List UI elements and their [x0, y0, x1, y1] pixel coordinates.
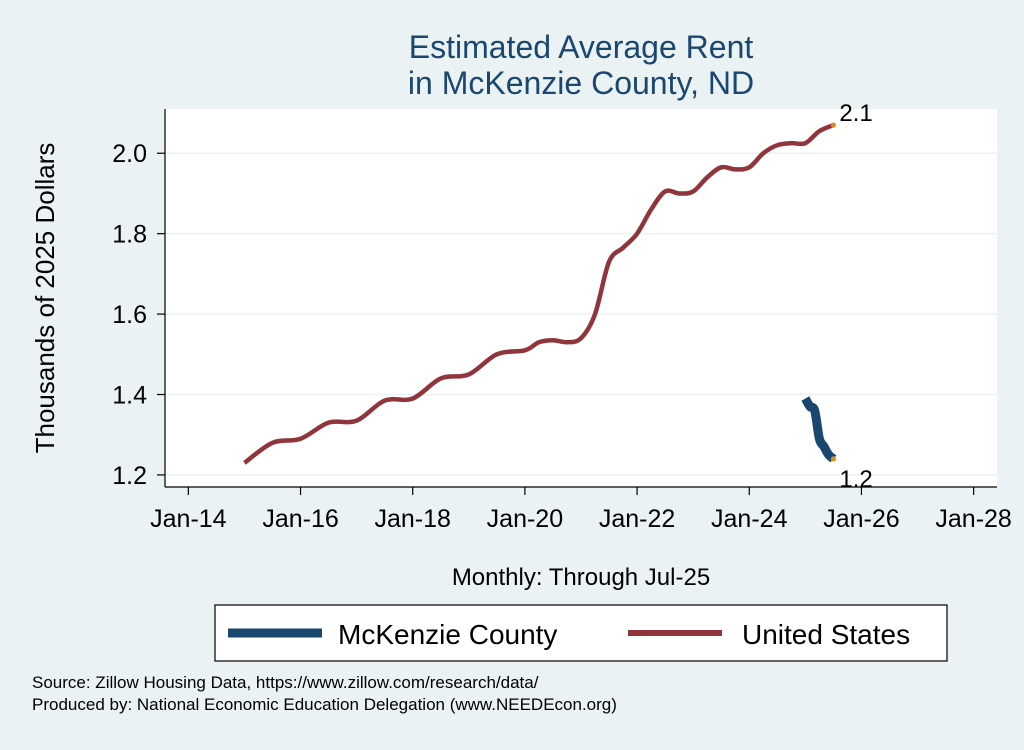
x-tick-label-jan-24: Jan-24 [711, 505, 788, 533]
x-tick-label-jan-28: Jan-28 [935, 505, 1011, 533]
legend-label-mckenzie-county: McKenzie County [338, 619, 557, 650]
x-tick-label-jan-22: Jan-22 [599, 505, 675, 533]
series-lines [243, 122, 837, 465]
legend-box [214, 604, 948, 662]
chart-title-line-1: Estimated Average Rent [409, 29, 754, 65]
gridlines [165, 152, 997, 476]
x-tick-label-jan-16: Jan-16 [262, 505, 338, 533]
x-tick-label-jan-26: Jan-26 [823, 505, 899, 533]
x-axis-ticks: Jan-14 Jan-16 Jan-18 Jan-20 Jan-22 Jan-24 Jan-… [150, 487, 1012, 533]
end-point-mckenzie-county [830, 456, 837, 462]
plot-area [165, 109, 997, 487]
y-axis-ticks: 1.2 1.4 1.6 1.8 2.0 [112, 140, 165, 490]
end-labels: 1.2 2.1 [839, 100, 872, 493]
y-tick-label-1.2: 1.2 [112, 462, 147, 490]
y-axis-title: Thousands of 2025 Dollars [30, 143, 60, 454]
series-line-mckenzie-county [801, 396, 837, 463]
x-tick-label-jan-18: Jan-18 [375, 505, 451, 533]
end-point-united-states [830, 122, 837, 128]
y-tick-label-1.6: 1.6 [112, 301, 147, 329]
y-tick-label-2.0: 2.0 [112, 140, 147, 168]
source-note: Source: Zillow Housing Data, https://www… [32, 673, 539, 692]
chart-title-line-2: in McKenzie County, ND [408, 65, 754, 101]
y-tick-label-1.4: 1.4 [112, 382, 147, 410]
legend: McKenzie County United States [214, 604, 948, 662]
end-label-mckenzie-county: 1.2 [839, 466, 872, 493]
series-line-united-states [243, 122, 835, 465]
end-label-united-states: 2.1 [839, 100, 872, 127]
legend-label-united-states: United States [742, 619, 910, 650]
y-tick-label-1.8: 1.8 [112, 221, 147, 249]
producer-note: Produced by: National Economic Education… [32, 695, 617, 714]
x-tick-label-jan-14: Jan-14 [150, 505, 227, 533]
x-axis-title: Monthly: Through Jul-25 [452, 564, 710, 591]
x-tick-label-jan-20: Jan-20 [487, 505, 563, 533]
